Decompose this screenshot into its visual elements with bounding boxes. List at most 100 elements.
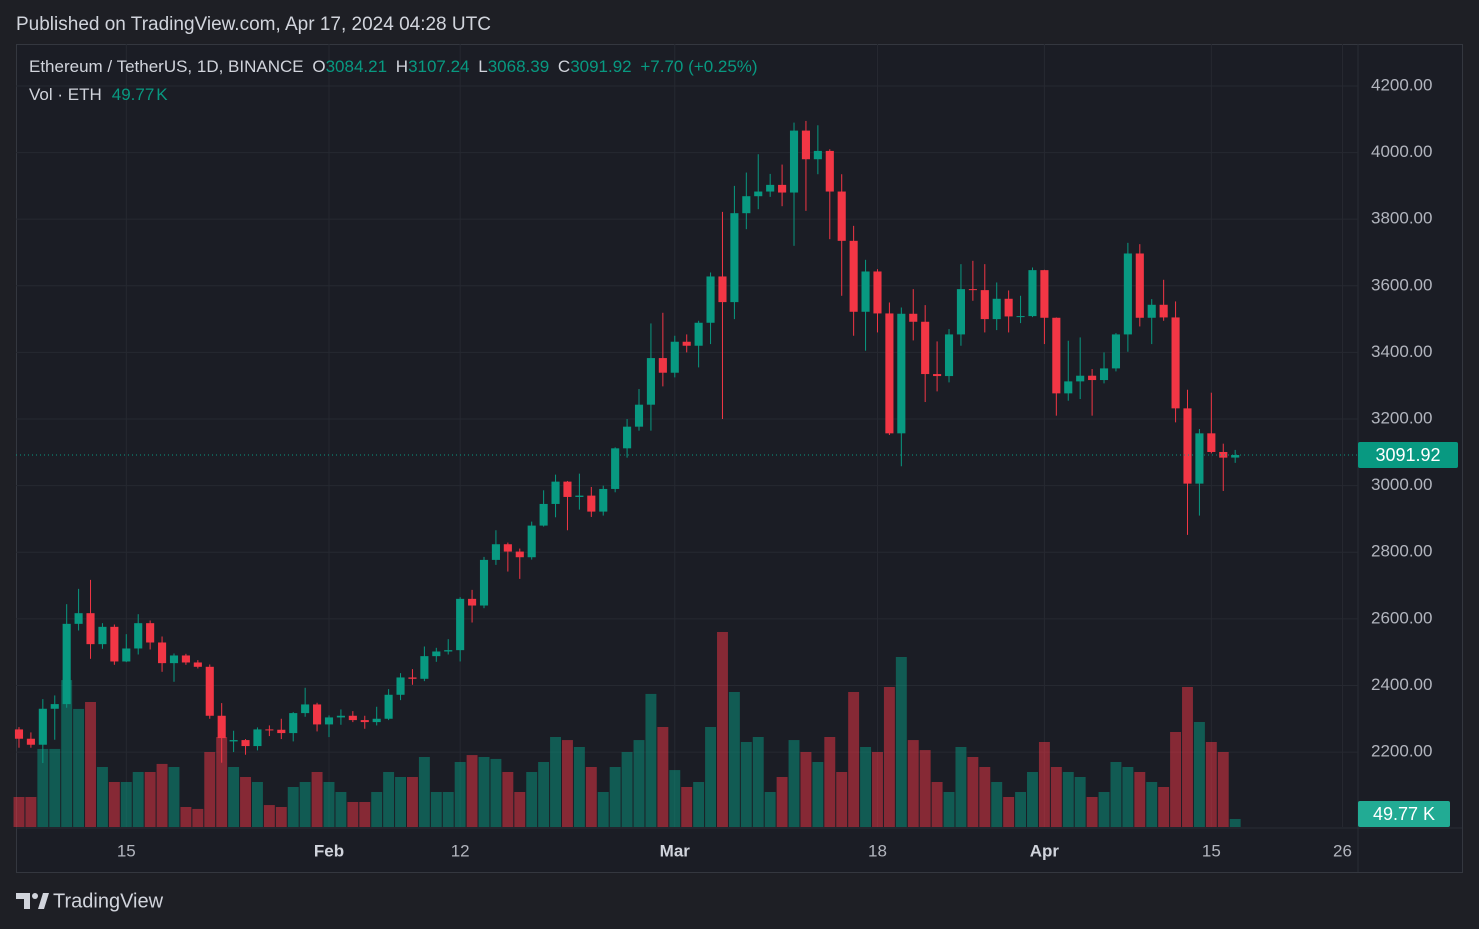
volume-bar: [1062, 772, 1074, 827]
candle-body: [801, 130, 810, 160]
volume-label-box: [1358, 801, 1450, 827]
volume-bar: [478, 757, 490, 827]
volume-unit: K: [156, 85, 168, 104]
candle-body: [849, 240, 858, 312]
volume-bar: [621, 752, 633, 827]
volume-bar: [85, 702, 96, 827]
candle-body: [181, 655, 190, 663]
x-tick-label: Apr: [1030, 841, 1060, 860]
y-tick-label: 4000.00: [1371, 142, 1432, 161]
y-tick-label: 3200.00: [1371, 408, 1432, 427]
y-tick-label: 2800.00: [1371, 542, 1432, 561]
volume-bar: [1003, 797, 1015, 827]
candle-body: [1147, 304, 1156, 318]
volume-bar: [1193, 722, 1205, 827]
ohlc-letter: L: [478, 57, 488, 76]
volume-bars: [13, 632, 1241, 827]
candle-body: [563, 481, 572, 497]
candle-body: [396, 677, 405, 695]
candle-body: [825, 150, 834, 192]
candle-body: [778, 184, 787, 193]
candle-body: [611, 448, 620, 489]
candle-body: [444, 650, 453, 652]
volume-bar: [251, 782, 263, 827]
volume-bar: [907, 740, 919, 827]
candle-body: [491, 544, 500, 560]
volume-bar: [585, 767, 597, 827]
volume-bar: [669, 770, 681, 827]
candle-body: [766, 184, 775, 192]
volume-bar: [752, 737, 764, 827]
candle-body: [217, 715, 226, 739]
volume-bar: [717, 632, 728, 827]
volume-bar: [633, 740, 645, 827]
volume-bar: [240, 777, 251, 827]
y-tick-label: 2200.00: [1371, 742, 1432, 761]
volume-bar: [1158, 787, 1170, 827]
candle-body: [1135, 253, 1144, 318]
volume-bar: [550, 737, 562, 827]
volume-bar: [788, 740, 800, 827]
candle-body: [384, 694, 393, 719]
volume-bar: [418, 757, 430, 827]
candle-body: [599, 488, 608, 512]
ohlc-value: 3091.92: [570, 57, 632, 76]
volume-label: 49.77 K: [1373, 804, 1435, 824]
volume-bar: [1074, 777, 1086, 827]
candle-body: [193, 662, 202, 667]
candle-body: [468, 598, 477, 606]
ohlc-value: 3084.21: [325, 57, 388, 76]
volume-bar: [1182, 687, 1193, 827]
volume-legend: Vol · ETH 49.77 K: [29, 85, 172, 105]
candle-body: [1076, 375, 1085, 382]
volume-bar: [1122, 767, 1134, 827]
volume-bar: [1170, 732, 1182, 827]
volume-bar: [1027, 772, 1038, 827]
candle-body: [98, 626, 107, 645]
candle-body: [110, 626, 119, 662]
volume-bar: [192, 808, 204, 827]
candle-body: [992, 298, 1001, 320]
y-tick-label: 3600.00: [1371, 275, 1432, 294]
candle-body: [1159, 304, 1168, 318]
volume-bar: [108, 782, 120, 827]
volume-bar: [573, 747, 585, 827]
volume-bar: [275, 807, 287, 827]
volume-label-unit: K: [1423, 804, 1435, 824]
candle-body: [921, 321, 930, 375]
candle-body: [313, 704, 322, 725]
candle-body: [1207, 433, 1216, 452]
candle-body: [253, 729, 262, 747]
price-label: 3091.92: [1375, 445, 1440, 465]
candle-body: [134, 623, 143, 649]
volume-bar: [645, 693, 657, 827]
candle-body: [408, 677, 417, 679]
candle-body: [1171, 317, 1180, 409]
volume-bar: [1229, 818, 1241, 827]
volume-bar: [800, 752, 812, 827]
candle-body: [289, 713, 298, 734]
volume-bar: [1217, 752, 1229, 827]
volume-bar: [323, 782, 335, 827]
y-tick-label: 3000.00: [1371, 475, 1432, 494]
volume-bar: [73, 708, 85, 827]
ohlc-letter: C: [557, 57, 571, 76]
volume-bar: [180, 807, 192, 827]
volume-bar: [406, 777, 418, 827]
volume-bar: [681, 787, 693, 827]
volume-bar: [705, 727, 717, 827]
x-tick-label: 26: [1333, 841, 1352, 860]
candle-body: [169, 655, 179, 664]
volume-bar: [25, 797, 37, 827]
candle-body: [1219, 451, 1228, 458]
candle-body: [1028, 270, 1037, 317]
candle-body: [146, 623, 155, 643]
volume-bar: [228, 767, 240, 827]
candle-body: [205, 666, 214, 716]
symbol-title: Ethereum / TetherUS, 1D, BINANCE: [29, 57, 304, 76]
candle-body: [1088, 375, 1097, 381]
volume-bar: [609, 767, 621, 827]
volume-bar: [824, 737, 836, 827]
volume-bar: [442, 792, 454, 827]
candle-body: [158, 642, 167, 664]
